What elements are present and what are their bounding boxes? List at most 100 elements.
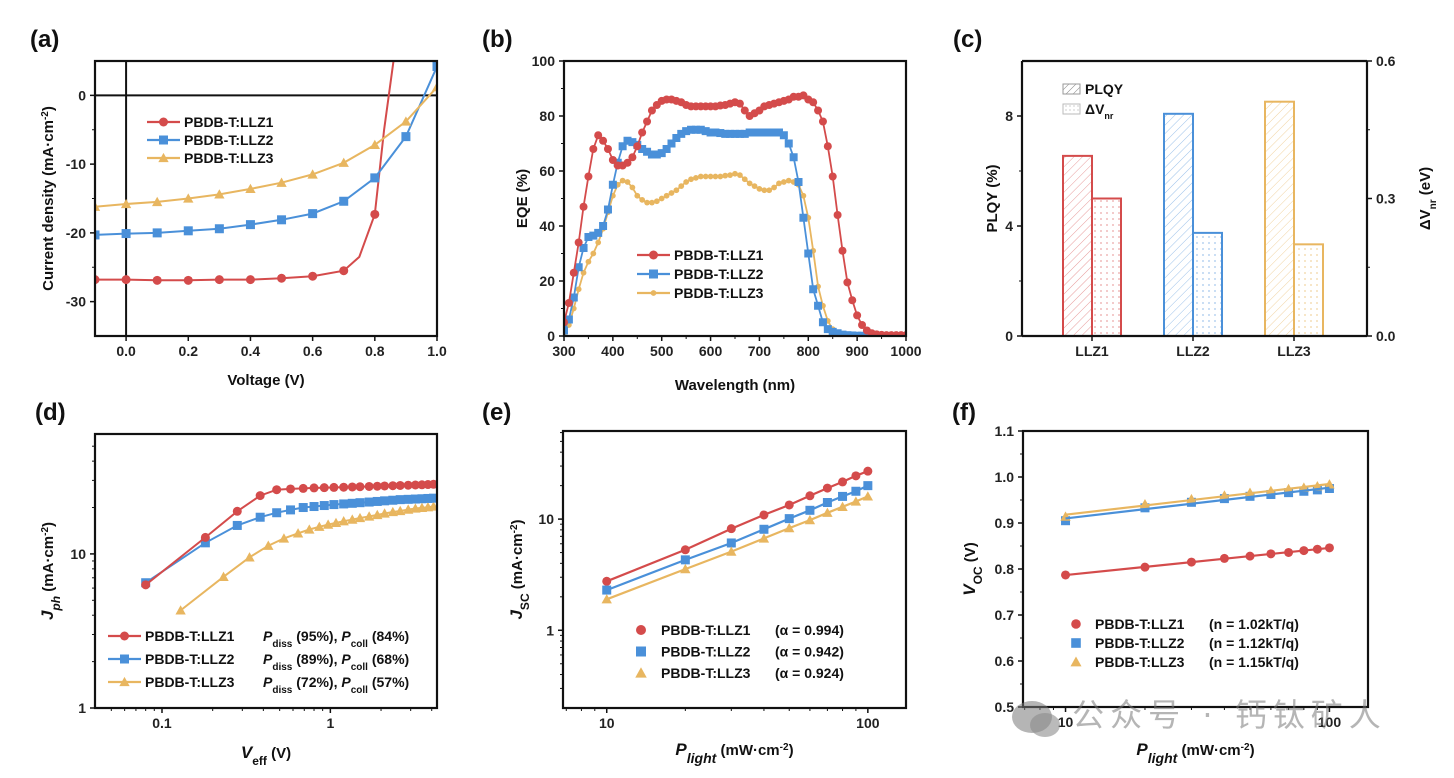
data-point bbox=[740, 106, 749, 115]
x-tick-label: 600 bbox=[699, 343, 723, 359]
y-right-tick-label: 0.0 bbox=[1376, 328, 1396, 344]
y-tick-label: 1 bbox=[78, 700, 86, 716]
data-point bbox=[339, 499, 349, 509]
subscript: SC bbox=[518, 593, 532, 610]
legend: PBDB-T:LLZ1 (α = 0.994) PBDB-T:LLZ2 (α = 0.… bbox=[635, 622, 844, 681]
p-subscript: coll bbox=[351, 685, 368, 696]
legend-marker bbox=[158, 152, 169, 163]
data-point bbox=[363, 511, 375, 521]
data-point bbox=[628, 138, 637, 147]
legend-n-factor: (n = 1.12kT/q) bbox=[1209, 635, 1299, 651]
legend-label: PBDB-T:LLZ2 bbox=[184, 132, 274, 148]
data-point bbox=[751, 183, 758, 190]
data-point bbox=[711, 128, 720, 137]
legend: PBDB-T:LLZ1 PBDB-T:LLZ2 PBDB-T:LLZ3 bbox=[637, 247, 764, 301]
unit: (mA·cm bbox=[509, 533, 526, 593]
series-line-pbdb-t-llz3 bbox=[179, 505, 434, 612]
italic-J: J bbox=[507, 610, 526, 620]
y-tick-label: 10 bbox=[538, 511, 554, 527]
data-point bbox=[760, 128, 769, 137]
data-point bbox=[652, 150, 661, 159]
data-point bbox=[848, 331, 857, 336]
paren: ) bbox=[40, 522, 57, 527]
data-point bbox=[589, 231, 598, 240]
data-point bbox=[706, 128, 715, 137]
data-point bbox=[716, 129, 725, 138]
y-tick-label: 0.8 bbox=[995, 561, 1015, 577]
legend: PLQY ΔVnr bbox=[1062, 81, 1124, 121]
data-point bbox=[726, 538, 736, 548]
data-point bbox=[712, 173, 719, 180]
data-point bbox=[379, 508, 390, 518]
y-axis-title: Jph (mA·cm-2) bbox=[38, 522, 63, 620]
data-point bbox=[818, 117, 827, 126]
data-point bbox=[805, 505, 815, 515]
data-point bbox=[851, 486, 861, 496]
data-point bbox=[277, 273, 287, 283]
bar-plqy-llz1 bbox=[1062, 154, 1093, 337]
data-point bbox=[380, 496, 390, 506]
data-point bbox=[314, 521, 325, 531]
data-point bbox=[121, 229, 131, 239]
data-point bbox=[784, 500, 794, 510]
data-point bbox=[771, 184, 777, 191]
data-point bbox=[863, 466, 873, 476]
data-point bbox=[823, 325, 832, 334]
legend-marker bbox=[650, 290, 657, 296]
data-point bbox=[200, 538, 210, 548]
data-point bbox=[272, 508, 282, 518]
data-point bbox=[175, 605, 186, 615]
data-point bbox=[828, 172, 837, 181]
p-symbol: P bbox=[341, 628, 351, 644]
data-point bbox=[584, 172, 593, 181]
legend-label: PBDB-T:LLZ2 bbox=[145, 651, 235, 667]
data-point bbox=[693, 174, 699, 181]
p-subscript: diss bbox=[272, 639, 292, 650]
x-tick-label: 0.8 bbox=[365, 343, 385, 359]
watermark-text: 公众号 · 钙钛矿人 bbox=[1072, 696, 1387, 734]
data-point bbox=[863, 481, 873, 491]
data-point bbox=[818, 318, 827, 327]
data-point bbox=[737, 172, 743, 179]
legend-label: PBDB-T:LLZ3 bbox=[674, 285, 764, 301]
plot-area bbox=[564, 91, 906, 336]
data-point bbox=[417, 494, 427, 504]
data-point bbox=[663, 192, 670, 199]
data-point bbox=[799, 213, 808, 222]
p-subscript: diss bbox=[272, 685, 292, 696]
data-point bbox=[638, 128, 647, 137]
x-tick-label: 1000 bbox=[890, 343, 921, 359]
data-point bbox=[732, 170, 738, 177]
data-point bbox=[272, 485, 282, 495]
data-point bbox=[682, 127, 691, 136]
wechat-icon bbox=[1012, 701, 1060, 737]
data-point bbox=[329, 482, 339, 492]
data-point bbox=[814, 301, 823, 310]
data-point bbox=[152, 228, 162, 238]
data-point bbox=[569, 293, 578, 302]
subscript: eff bbox=[252, 754, 268, 768]
legend-label: PBDB-T:LLZ1 bbox=[184, 114, 274, 130]
y-tick-label: 80 bbox=[539, 108, 555, 124]
y-tick-label: 8 bbox=[1005, 108, 1013, 124]
data-point bbox=[307, 169, 318, 179]
data-point bbox=[245, 275, 255, 285]
data-point bbox=[794, 178, 803, 186]
data-point bbox=[574, 263, 583, 272]
data-point bbox=[183, 275, 193, 285]
italic-P: P bbox=[675, 740, 687, 759]
italic-J: J bbox=[38, 610, 57, 620]
data-point bbox=[789, 153, 798, 162]
data-point bbox=[369, 139, 380, 150]
panel-d-jph-veff: (d) 0.1 1 1 10 Veff (V) Jph (mA·cm-2) PBDB-T:LL… bbox=[35, 399, 439, 768]
data-point bbox=[1324, 479, 1335, 489]
data-point bbox=[649, 199, 655, 206]
data-point bbox=[599, 136, 608, 145]
data-point bbox=[766, 187, 773, 194]
data-point bbox=[707, 173, 714, 180]
legend-annotation: Pdiss (72%), Pcoll (57%) bbox=[263, 674, 409, 696]
legend-label: PBDB-T:LLZ2 bbox=[674, 266, 764, 282]
y-axis-title: JSC (mA·cm-2) bbox=[507, 519, 532, 619]
data-point bbox=[701, 127, 710, 136]
y-tick-label: 1 bbox=[546, 622, 554, 638]
